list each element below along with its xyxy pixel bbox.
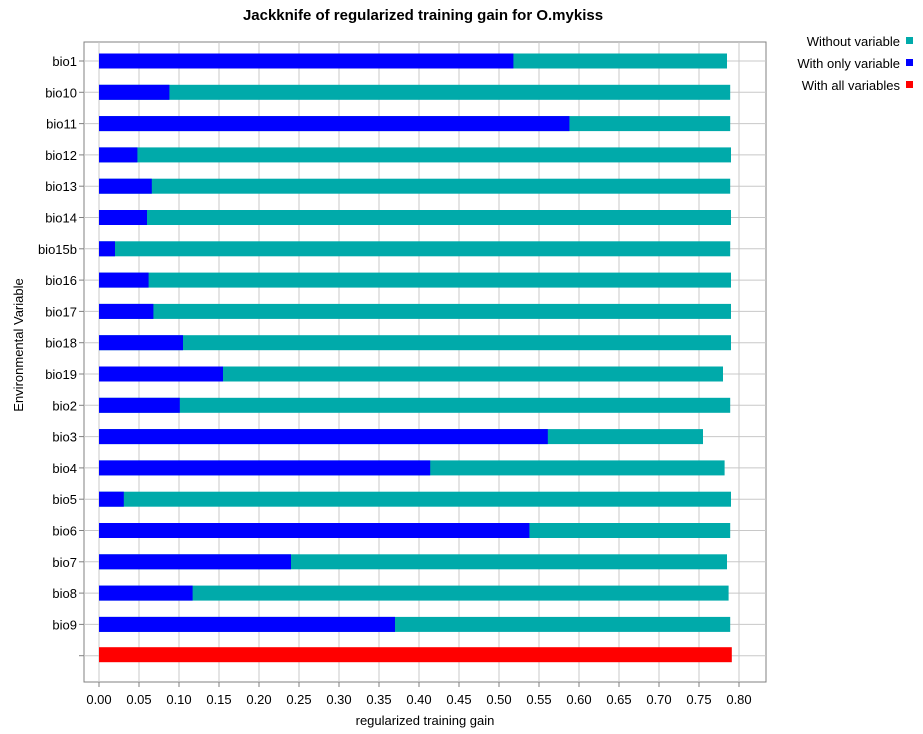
bar-without-bio12 xyxy=(99,147,731,163)
x-tick-label: 0.60 xyxy=(566,692,591,707)
y-tick-labels: bio1 bio10 bio11 bio12 bio13 bio14 bio15b bio16… xyxy=(38,54,77,632)
bar-only-bio10 xyxy=(99,84,170,100)
x-tick-label: 0.80 xyxy=(726,692,751,707)
legend: Without variable With only variable With a… xyxy=(797,34,913,93)
bar-only-bio8 xyxy=(99,585,193,601)
bar-without-bio17 xyxy=(99,303,731,319)
x-tick-labels: 0.00 0.05 0.10 0.15 0.20 0.25 0.30 0.35 0.40 0.45… xyxy=(86,692,751,707)
x-tick-label: 0.20 xyxy=(246,692,271,707)
legend-label: Without variable xyxy=(807,34,900,49)
y-tick-label: bio15b xyxy=(38,242,77,257)
bar-all-variables xyxy=(99,647,732,663)
bar-only-bio15b xyxy=(99,241,115,257)
legend-swatch xyxy=(906,81,913,88)
legend-swatch xyxy=(906,37,913,44)
y-tick-label: bio1 xyxy=(52,54,77,69)
legend-label: With all variables xyxy=(802,78,901,93)
x-tick-label: 0.40 xyxy=(406,692,431,707)
x-tick-label: 0.65 xyxy=(606,692,631,707)
bar-without-bio8 xyxy=(99,585,729,601)
y-tick-label: bio14 xyxy=(45,211,77,226)
bars xyxy=(99,53,732,663)
chart-title: Jackknife of regularized training gain f… xyxy=(243,7,603,24)
x-tick-label: 0.75 xyxy=(686,692,711,707)
bar-without-bio19 xyxy=(99,366,723,382)
x-tick-label: 0.10 xyxy=(166,692,191,707)
bar-only-bio9 xyxy=(99,616,395,632)
x-tick-label: 0.50 xyxy=(486,692,511,707)
y-tick-label: bio3 xyxy=(52,430,77,445)
x-tick-label: 0.45 xyxy=(446,692,471,707)
y-tick-label: bio17 xyxy=(45,304,77,319)
bar-without-bio2 xyxy=(99,397,731,413)
y-tick-label: bio8 xyxy=(52,586,77,601)
y-tick-label: bio11 xyxy=(46,117,77,132)
y-tick-label: bio5 xyxy=(52,492,77,507)
y-tick-label: bio12 xyxy=(45,148,77,163)
y-tick-label: bio19 xyxy=(45,367,77,382)
y-tick-label: bio4 xyxy=(52,461,77,476)
bar-only-bio4 xyxy=(99,460,431,476)
x-tick-label: 0.00 xyxy=(86,692,111,707)
x-tick-label: 0.55 xyxy=(526,692,551,707)
bar-only-bio3 xyxy=(99,429,548,445)
bar-without-bio15b xyxy=(99,241,731,257)
bar-without-bio5 xyxy=(99,491,731,507)
bar-only-bio19 xyxy=(99,366,223,382)
x-tick-label: 0.35 xyxy=(366,692,391,707)
legend-swatch xyxy=(906,59,913,66)
bar-only-bio11 xyxy=(99,116,570,132)
bar-without-bio14 xyxy=(99,210,731,225)
bar-only-bio5 xyxy=(99,491,124,507)
bar-only-bio1 xyxy=(99,53,514,69)
legend-label: With only variable xyxy=(797,56,900,71)
bar-without-bio10 xyxy=(99,84,731,100)
y-tick-label: bio9 xyxy=(52,617,77,632)
y-tick-label: bio10 xyxy=(45,85,77,100)
bar-only-bio13 xyxy=(99,178,152,194)
bar-only-bio2 xyxy=(99,397,180,413)
y-axis-label: Environmental Variable xyxy=(11,278,26,411)
x-tick-label: 0.15 xyxy=(206,692,231,707)
bar-without-bio13 xyxy=(99,178,731,194)
bar-only-bio7 xyxy=(99,554,291,570)
bar-only-bio18 xyxy=(99,335,183,351)
bar-without-bio16 xyxy=(99,272,731,288)
y-tick-label: bio7 xyxy=(52,555,77,570)
y-tick-label: bio16 xyxy=(45,273,77,288)
bar-only-bio17 xyxy=(99,303,154,319)
bar-without-bio18 xyxy=(99,335,731,351)
y-tick-label: bio6 xyxy=(52,524,77,539)
y-tick-label: bio13 xyxy=(45,179,77,194)
x-axis-label: regularized training gain xyxy=(356,713,495,728)
bar-only-bio12 xyxy=(99,147,138,163)
y-tick-label: bio18 xyxy=(45,336,77,351)
x-tick-label: 0.25 xyxy=(286,692,311,707)
bar-only-bio16 xyxy=(99,272,149,288)
x-tick-label: 0.70 xyxy=(646,692,671,707)
y-tick-label: bio2 xyxy=(52,398,77,413)
x-tick-label: 0.05 xyxy=(126,692,151,707)
bar-only-bio14 xyxy=(99,210,147,225)
bar-only-bio6 xyxy=(99,523,530,538)
x-tick-label: 0.30 xyxy=(326,692,351,707)
